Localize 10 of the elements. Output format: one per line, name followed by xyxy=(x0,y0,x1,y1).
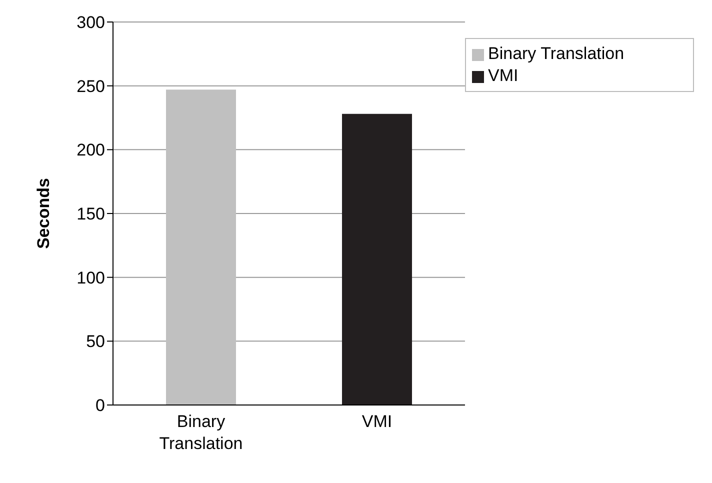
y-tick-label: 300 xyxy=(76,13,105,32)
legend-label: VMI xyxy=(488,66,518,85)
y-tick-label: 100 xyxy=(76,268,105,288)
y-axis-title: Seconds xyxy=(34,178,54,249)
y-tick-label: 0 xyxy=(96,396,105,416)
y-tick-label: 200 xyxy=(76,140,105,160)
y-tick-label: 50 xyxy=(86,332,105,352)
y-tick-label: 150 xyxy=(76,204,105,224)
legend-label: Binary Translation xyxy=(488,44,624,63)
y-tick-label: 250 xyxy=(76,76,105,96)
